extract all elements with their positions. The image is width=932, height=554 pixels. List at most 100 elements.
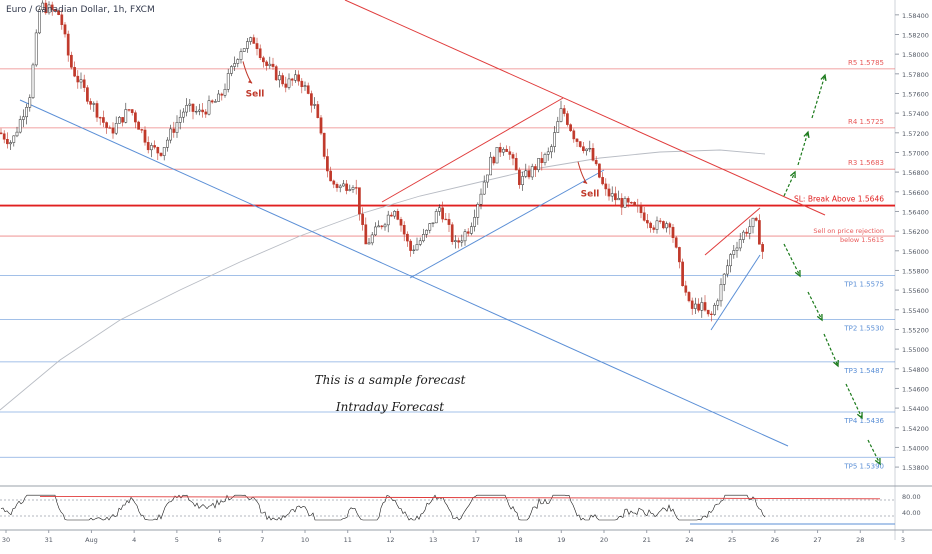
candle-body <box>284 83 288 88</box>
candle-body <box>198 109 201 112</box>
candle <box>146 136 150 154</box>
candle-body <box>6 139 9 145</box>
candle <box>473 209 476 232</box>
candle-body <box>105 122 108 128</box>
candle <box>82 74 86 92</box>
candle <box>559 100 563 123</box>
candle-body <box>694 303 697 309</box>
candle <box>156 146 160 160</box>
candle <box>668 221 672 235</box>
candle-body <box>194 111 198 113</box>
candle-body <box>246 41 249 49</box>
candle <box>265 60 268 71</box>
candle <box>697 298 700 313</box>
level-label: Sell on price rejection <box>813 227 884 235</box>
price-tick-label: 1.54400 <box>902 405 929 413</box>
candle-body <box>626 198 630 203</box>
candle-body <box>729 254 732 267</box>
candle-body <box>111 127 115 134</box>
candle <box>348 184 352 192</box>
level-label-sub: below 1.5615 <box>840 236 884 244</box>
candle <box>742 230 745 244</box>
candle <box>550 144 553 159</box>
candle <box>252 34 256 44</box>
candle <box>447 213 451 232</box>
candle <box>191 103 195 120</box>
candle-body <box>223 89 227 96</box>
time-tick-label: 13 <box>429 536 437 544</box>
candle <box>463 228 467 246</box>
candle-body <box>297 74 300 82</box>
candle <box>530 163 534 181</box>
candle-body <box>703 302 707 311</box>
candle <box>214 98 217 103</box>
candle-body <box>230 66 233 74</box>
candle <box>18 115 22 134</box>
candle-body <box>409 240 412 251</box>
time-tick-label: 4 <box>132 536 136 544</box>
candle <box>281 72 284 87</box>
candle <box>86 85 89 105</box>
candle-body <box>159 152 163 156</box>
candle-body <box>185 105 188 113</box>
candle <box>431 222 435 228</box>
candle-body <box>374 226 377 236</box>
candle <box>262 55 265 68</box>
candle-body <box>201 109 204 113</box>
candle-body <box>463 231 467 242</box>
candle-body <box>188 103 192 106</box>
candle <box>358 187 361 221</box>
sell-marker: Sell <box>242 61 265 99</box>
time-tick-label: 19 <box>557 536 565 544</box>
candle <box>425 229 428 238</box>
candle <box>521 171 524 191</box>
candle-body <box>716 300 720 306</box>
candle-body <box>434 211 438 224</box>
candle <box>514 152 518 171</box>
candle-body <box>604 183 608 190</box>
candle-body <box>505 148 508 152</box>
candle-body <box>137 121 140 130</box>
sell-label: Sell <box>246 89 265 99</box>
candle <box>518 167 521 189</box>
candle <box>658 218 662 224</box>
candle <box>460 234 464 247</box>
candle-body <box>127 109 131 111</box>
candle-body <box>50 4 54 11</box>
candle-body <box>265 61 268 66</box>
candle <box>694 297 697 315</box>
candle-body <box>354 187 358 189</box>
candle <box>306 82 310 95</box>
time-tick-label: 12 <box>386 536 394 544</box>
candle <box>364 217 368 245</box>
level-label: R5 1.5785 <box>848 59 884 67</box>
up-forecast-arrow-shaft <box>811 74 826 119</box>
candle <box>111 122 115 139</box>
rsi-tick-label: 80.00 <box>902 493 921 501</box>
candle <box>380 224 384 230</box>
wedge-lower-line <box>710 254 761 331</box>
candle <box>271 57 275 70</box>
candle <box>124 102 128 124</box>
candle <box>681 258 684 287</box>
candle-body <box>262 57 265 63</box>
down-forecast-arrow-shaft <box>807 291 823 321</box>
candle <box>73 61 76 78</box>
time-tick-label: 28 <box>856 536 864 544</box>
candle-body <box>332 180 336 185</box>
candle-body <box>530 166 534 178</box>
up-forecast-arrow <box>811 73 827 119</box>
candle-body <box>617 198 620 201</box>
candle-body <box>130 109 134 113</box>
candle-body <box>79 79 83 83</box>
price-tick-label: 1.55200 <box>902 326 929 334</box>
level-label: TP4 1.5436 <box>843 417 884 425</box>
down-forecast-arrow-shaft <box>783 243 801 277</box>
candle <box>242 48 246 53</box>
down-forecast-arrow <box>823 333 839 368</box>
sell-arrowhead <box>248 79 252 84</box>
candle-body <box>15 131 19 137</box>
candle-body <box>470 226 473 234</box>
candle <box>246 37 249 53</box>
